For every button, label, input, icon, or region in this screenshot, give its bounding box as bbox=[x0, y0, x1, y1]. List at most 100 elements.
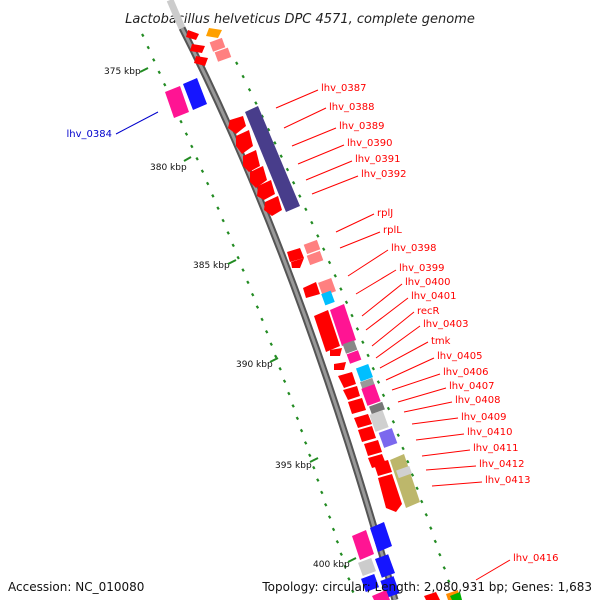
gene-label[interactable]: lhv_0398 bbox=[391, 243, 436, 254]
gene-label[interactable]: lhv_0411 bbox=[473, 443, 518, 454]
gene-label[interactable]: lhv_0410 bbox=[467, 427, 512, 438]
gc-dot bbox=[371, 366, 375, 371]
gc-dot bbox=[312, 465, 316, 470]
tick-mark bbox=[227, 259, 237, 265]
gc-dot bbox=[344, 300, 349, 305]
gc-dot bbox=[264, 329, 269, 334]
gc-dot bbox=[226, 231, 230, 235]
feature-cluster-top bbox=[186, 28, 232, 66]
gc-dot bbox=[184, 132, 189, 136]
gene-label[interactable]: lhv_0407 bbox=[449, 381, 494, 392]
gc-dot bbox=[221, 218, 225, 223]
gc-dot bbox=[420, 499, 424, 504]
gc-dot bbox=[179, 119, 183, 124]
gc-dot bbox=[386, 406, 391, 411]
gc-dot bbox=[141, 33, 145, 38]
feature-lhv-0384 bbox=[165, 78, 207, 118]
gene-label[interactable]: lhv_0387 bbox=[321, 83, 366, 94]
gene-label-leader bbox=[371, 311, 415, 347]
gene-label[interactable]: lhv_0405 bbox=[437, 351, 482, 362]
gene-label[interactable]: rplJ bbox=[377, 208, 393, 219]
gene-label-leader bbox=[365, 297, 409, 331]
accession-text: Accession: NC_010080 bbox=[8, 580, 145, 594]
gc-dot bbox=[235, 61, 239, 66]
gc-dot bbox=[260, 317, 264, 322]
gene-label[interactable]: lhv_0391 bbox=[355, 154, 400, 165]
tick-mark bbox=[347, 557, 357, 563]
gene-label[interactable]: lhv_0400 bbox=[405, 277, 450, 288]
gc-dot bbox=[351, 589, 355, 594]
gene-label-leader bbox=[361, 283, 403, 317]
gc-dot bbox=[320, 490, 324, 495]
tick-mark bbox=[139, 67, 149, 73]
gene-label[interactable]: lhv_0392 bbox=[361, 169, 406, 180]
gene-label-leader bbox=[431, 481, 483, 487]
gc-dot bbox=[291, 180, 296, 185]
gene-label[interactable]: lhv_0403 bbox=[423, 319, 468, 330]
gc-dot bbox=[361, 340, 365, 344]
gc-dot bbox=[241, 74, 245, 79]
gene-label[interactable]: lhv_0399 bbox=[399, 263, 444, 274]
gc-dot bbox=[211, 194, 215, 198]
gene-label[interactable]: lhv_0406 bbox=[443, 367, 488, 378]
gene-label-leader bbox=[397, 387, 447, 403]
gc-dot bbox=[269, 342, 273, 346]
gene-label[interactable]: lhv_0416 bbox=[513, 553, 558, 564]
gene-label[interactable]: lhv_0413 bbox=[485, 475, 530, 486]
gene-labels-upper: lhv_0384 bbox=[67, 111, 159, 140]
tick-label-385: 385 kbp bbox=[193, 261, 230, 271]
gc-dot bbox=[415, 486, 419, 491]
gene-label[interactable]: recR bbox=[417, 306, 440, 317]
gene-label[interactable]: lhv_0390 bbox=[347, 138, 392, 149]
gc-dot bbox=[406, 459, 410, 464]
gene-label[interactable]: tmk bbox=[431, 336, 451, 347]
gene-label-leader bbox=[421, 449, 471, 457]
gene-label-leader bbox=[391, 373, 441, 391]
gc-dot bbox=[279, 154, 283, 159]
gene-label[interactable]: lhv_0388 bbox=[329, 102, 374, 113]
gc-ring-inner bbox=[235, 61, 451, 584]
gc-dot bbox=[273, 141, 277, 145]
gene-label-leader bbox=[385, 357, 435, 381]
tick-mark bbox=[309, 457, 319, 463]
gc-dot bbox=[366, 353, 370, 358]
gc-dot bbox=[200, 169, 205, 173]
tick-label-390: 390 kbp bbox=[236, 360, 273, 370]
gc-dot bbox=[333, 273, 337, 278]
gene-label-leader bbox=[347, 249, 389, 277]
gc-dot bbox=[316, 234, 320, 238]
gene-label-leader bbox=[411, 417, 459, 425]
gc-dot bbox=[308, 453, 312, 458]
tick-mark bbox=[183, 156, 192, 162]
gc-dot bbox=[316, 478, 320, 482]
gene-label-leader bbox=[379, 341, 429, 369]
gene-label[interactable]: lhv_0389 bbox=[339, 121, 384, 132]
gc-dot bbox=[347, 577, 351, 581]
feature-cluster-0398-0413 bbox=[303, 278, 420, 512]
gc-dot bbox=[391, 420, 396, 424]
gene-label-leader bbox=[297, 144, 345, 165]
gc-dot bbox=[438, 552, 442, 557]
gc-dot bbox=[278, 367, 282, 371]
gene-label[interactable]: lhv_0409 bbox=[461, 412, 506, 423]
gc-dot bbox=[429, 526, 433, 530]
gc-dot bbox=[255, 305, 260, 309]
gene-label-leader bbox=[375, 325, 421, 359]
gc-dot bbox=[291, 404, 295, 408]
gc-dot bbox=[327, 515, 332, 519]
gene-label[interactable]: lhv_0401 bbox=[411, 291, 456, 302]
tick-label-375: 375 kbp bbox=[104, 67, 141, 77]
gene-label[interactable]: lhv_0384 bbox=[67, 129, 112, 140]
gc-dot bbox=[355, 327, 360, 331]
gene-label[interactable]: lhv_0408 bbox=[455, 395, 500, 406]
gc-dot bbox=[287, 391, 291, 396]
gene-label[interactable]: lhv_0412 bbox=[479, 459, 524, 470]
gene-label[interactable]: rplL bbox=[383, 225, 402, 236]
gc-dot bbox=[274, 354, 278, 359]
gene-label-leader bbox=[275, 89, 319, 109]
gc-dot bbox=[304, 207, 308, 212]
gc-dot bbox=[376, 380, 381, 384]
gc-dot bbox=[236, 255, 240, 260]
gc-dot bbox=[205, 181, 210, 186]
gene-label-leader bbox=[355, 269, 397, 295]
